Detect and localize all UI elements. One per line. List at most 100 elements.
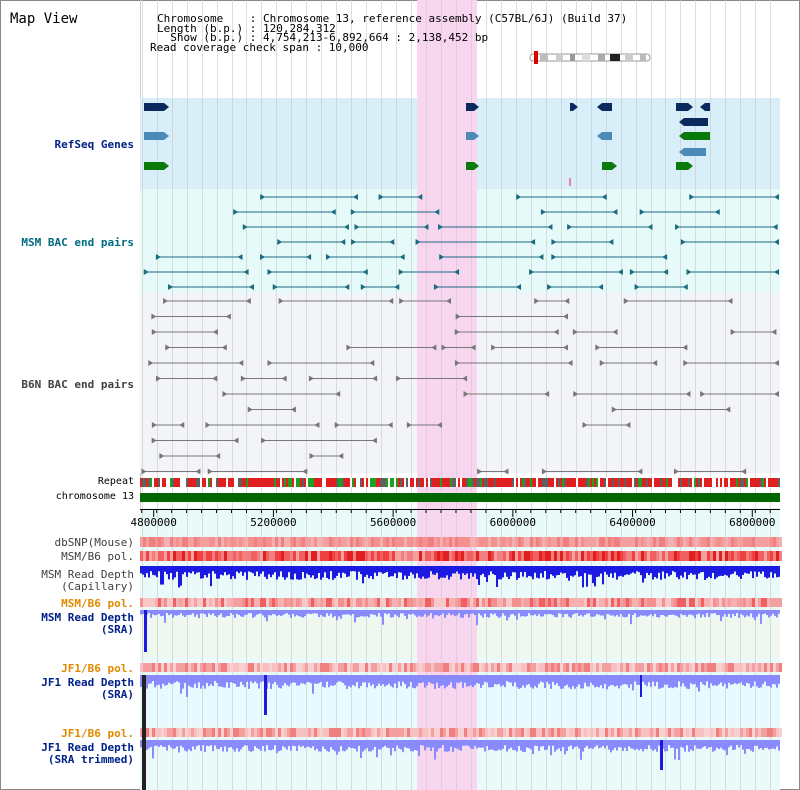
- track-label-msm-b6-pol-2[interactable]: MSM/B6 pol.: [61, 597, 134, 610]
- gene-feature[interactable]: [466, 103, 479, 111]
- gene-feature[interactable]: [144, 162, 169, 170]
- gene-feature[interactable]: [676, 162, 693, 170]
- bac-end-pair[interactable]: [272, 284, 350, 290]
- bac-end-pair[interactable]: [222, 391, 341, 397]
- bac-end-pair[interactable]: [148, 360, 244, 366]
- gene-feature[interactable]: [700, 103, 710, 111]
- bac-end-pair[interactable]: [155, 254, 243, 260]
- track-label-chromosome[interactable]: chromosome 13: [55, 491, 134, 502]
- bac-end-pair[interactable]: [551, 254, 668, 260]
- bac-end-pair[interactable]: [415, 239, 536, 245]
- bac-end-pair[interactable]: [534, 298, 570, 304]
- bac-end-pair[interactable]: [151, 422, 185, 428]
- bac-end-pair[interactable]: [165, 344, 227, 351]
- bac-end-pair[interactable]: [308, 375, 378, 382]
- gene-feature[interactable]: [144, 103, 169, 111]
- bac-end-pair[interactable]: [277, 239, 346, 245]
- bac-end-pair[interactable]: [351, 239, 395, 245]
- track-label-msm-depth-capillary[interactable]: MSM Read Depth: [41, 568, 134, 581]
- bac-end-pair[interactable]: [240, 375, 287, 382]
- bac-end-pair[interactable]: [572, 329, 618, 335]
- bac-end-pair[interactable]: [454, 360, 573, 366]
- bac-end-pair[interactable]: [242, 224, 349, 230]
- bac-end-pair[interactable]: [260, 194, 358, 200]
- bac-end-pair[interactable]: [141, 468, 201, 475]
- bac-end-pair[interactable]: [675, 224, 778, 230]
- bac-end-pair[interactable]: [398, 269, 460, 275]
- bac-end-pair[interactable]: [673, 468, 747, 475]
- jf1-b6-pol-track-2[interactable]: [140, 728, 782, 737]
- bac-end-pair[interactable]: [683, 360, 779, 366]
- bac-end-pair[interactable]: [378, 194, 423, 200]
- track-label-jf1-depth-trimmed[interactable]: JF1 Read Depth: [41, 741, 134, 754]
- chromosome-bar[interactable]: [140, 493, 780, 502]
- bac-end-pair[interactable]: [700, 391, 779, 397]
- bac-end-pair[interactable]: [439, 254, 544, 260]
- track-label-refseq[interactable]: RefSeq Genes: [54, 138, 134, 151]
- bac-end-pair[interactable]: [438, 224, 553, 230]
- bac-end-pair[interactable]: [143, 269, 249, 275]
- bac-end-pair[interactable]: [354, 224, 429, 230]
- bac-end-pair[interactable]: [730, 329, 777, 335]
- gene-feature[interactable]: [597, 132, 612, 140]
- bac-end-pair[interactable]: [680, 239, 779, 245]
- gene-feature[interactable]: [679, 148, 706, 156]
- gene-feature[interactable]: [144, 132, 169, 140]
- bac-end-pair[interactable]: [599, 360, 658, 366]
- bac-end-pair[interactable]: [325, 254, 405, 260]
- gene-feature[interactable]: [676, 103, 693, 111]
- bac-end-pair[interactable]: [406, 422, 442, 428]
- jf1-b6-pol-track-1[interactable]: [140, 663, 782, 672]
- bac-end-pair[interactable]: [567, 224, 653, 230]
- msm-depth-sra-track[interactable]: [140, 610, 780, 652]
- bac-end-pair[interactable]: [267, 269, 368, 275]
- bac-end-pair[interactable]: [540, 209, 618, 215]
- bac-end-pair[interactable]: [247, 406, 296, 413]
- bac-end-pair[interactable]: [454, 329, 559, 335]
- gene-feature[interactable]: [679, 118, 708, 126]
- track-label-msm-bac[interactable]: MSM BAC end pairs: [21, 236, 134, 249]
- track-label-dbsnp[interactable]: dbSNP(Mouse): [54, 536, 134, 549]
- bac-end-pair[interactable]: [205, 422, 320, 428]
- gene-feature-small[interactable]: [569, 178, 571, 186]
- bac-end-pair[interactable]: [463, 391, 550, 397]
- bac-end-pair[interactable]: [611, 406, 731, 413]
- msm-b6-pol-track-2[interactable]: [140, 598, 782, 607]
- gene-feature[interactable]: [570, 103, 578, 111]
- chromosome-ideogram[interactable]: [529, 51, 651, 64]
- bac-end-pair[interactable]: [309, 453, 344, 459]
- bac-end-pair[interactable]: [155, 375, 218, 382]
- bac-end-pair[interactable]: [516, 194, 607, 200]
- bac-end-pair[interactable]: [686, 269, 779, 275]
- bac-end-pair[interactable]: [334, 422, 393, 428]
- bac-end-pair[interactable]: [151, 437, 239, 444]
- bac-end-pair[interactable]: [477, 468, 509, 475]
- repeat-track[interactable]: [140, 478, 780, 487]
- bac-end-pair[interactable]: [267, 360, 375, 366]
- track-label-jf1-b6-pol-1[interactable]: JF1/B6 pol.: [61, 662, 134, 675]
- jf1-depth-sra-track[interactable]: [140, 675, 780, 785]
- bac-end-pair[interactable]: [689, 194, 779, 200]
- bac-end-pair[interactable]: [582, 422, 631, 428]
- bac-end-pair[interactable]: [634, 284, 688, 290]
- bac-end-pair[interactable]: [360, 284, 400, 290]
- bac-end-pair[interactable]: [551, 239, 614, 245]
- track-label-repeat[interactable]: Repeat: [97, 476, 134, 487]
- bac-end-pair[interactable]: [159, 453, 221, 459]
- bac-end-pair[interactable]: [433, 284, 522, 290]
- bac-end-pair[interactable]: [151, 313, 231, 320]
- track-label-msm-depth-sra[interactable]: MSM Read Depth: [41, 611, 134, 624]
- bac-end-pair[interactable]: [573, 391, 691, 397]
- msm-b6-pol-track-1[interactable]: [140, 551, 782, 561]
- track-label-jf1-depth-sra[interactable]: JF1 Read Depth: [41, 676, 134, 689]
- bac-end-pair[interactable]: [529, 269, 623, 275]
- jf1-depth-trimmed-track[interactable]: [140, 740, 780, 790]
- bac-end-pair[interactable]: [399, 298, 452, 304]
- bac-end-pair[interactable]: [346, 344, 437, 351]
- bac-end-pair[interactable]: [441, 344, 476, 351]
- bac-end-pair[interactable]: [541, 468, 643, 475]
- bac-end-pair[interactable]: [151, 329, 218, 335]
- bac-end-pair[interactable]: [168, 284, 254, 290]
- gene-feature[interactable]: [466, 162, 479, 170]
- bac-end-pair[interactable]: [547, 284, 604, 290]
